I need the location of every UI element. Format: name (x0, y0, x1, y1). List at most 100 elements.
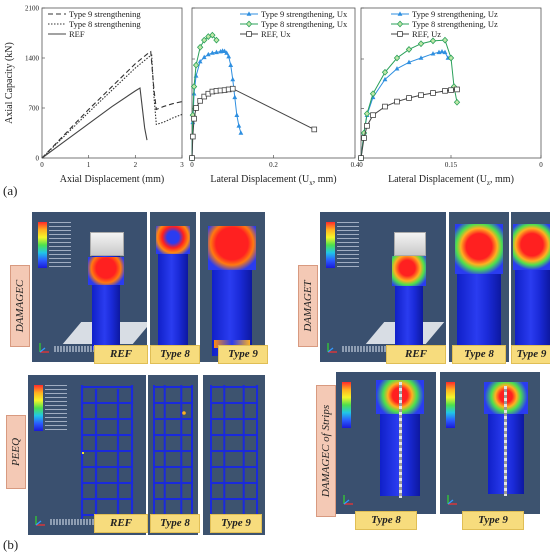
charts-area: 0 1 2 3 0 700 1400 2100 Axial Capacity (kN) Axial… (0, 0, 550, 195)
x-tick-label: 0 (190, 161, 194, 169)
fem-damaget-ref (320, 212, 446, 362)
legend-label: Type 9 strengthening, Uz (412, 9, 498, 19)
legend-marker (397, 11, 403, 16)
legend-label: REF, Ux (261, 29, 291, 39)
data-point (222, 48, 227, 54)
data-point (382, 76, 388, 82)
data-point (448, 87, 454, 93)
data-point (197, 58, 203, 64)
tag-type9: Type 9 (218, 345, 268, 364)
data-point (393, 54, 401, 62)
data-point (192, 61, 200, 69)
data-point (193, 105, 199, 111)
y-tick-label: 1400 (25, 55, 40, 63)
steel-frame (153, 385, 193, 519)
steel-frame (80, 385, 134, 519)
data-point (236, 123, 242, 128)
data-point (442, 88, 448, 94)
panel-b-label: (b) (3, 537, 19, 552)
data-point (364, 123, 370, 129)
legend-marker (246, 11, 252, 16)
data-point (193, 73, 199, 78)
y-tick-label: 2100 (25, 5, 40, 13)
fem-damaget-type8 (449, 212, 509, 362)
contour-legend (326, 222, 335, 268)
tag-ref-3: REF (94, 514, 148, 533)
damage-zone (513, 224, 550, 270)
data-point (381, 68, 389, 76)
x-axis-label: Axial Displacement (mm) (60, 174, 164, 185)
strips-tag: DAMAGEC of Strips (316, 385, 336, 517)
steel-strip (504, 386, 507, 496)
tag-ref: REF (94, 345, 148, 364)
fem-strips-type8 (336, 372, 436, 514)
data-point (197, 98, 203, 104)
loading-cap (90, 232, 124, 256)
data-point (189, 155, 195, 161)
axis-triad-icon (39, 343, 49, 353)
data-point (441, 36, 449, 44)
tag-type8: Type 8 (150, 345, 200, 364)
data-point (418, 92, 424, 98)
fem-peeq-ref (28, 375, 146, 535)
data-point (201, 36, 208, 44)
damage-zone (208, 226, 256, 270)
axis-triad-icon (447, 495, 457, 505)
peeq-tag: PEEQ (6, 415, 26, 489)
series-line (360, 51, 449, 159)
legend-label: Type 8 strengthening (69, 19, 141, 29)
steel-strip (399, 382, 402, 498)
data-point (224, 50, 230, 55)
data-point (209, 31, 216, 39)
damage-zone (156, 226, 190, 254)
data-point (430, 90, 436, 96)
data-point (394, 98, 400, 105)
data-point (229, 85, 236, 92)
data-point (190, 83, 198, 90)
data-point (191, 115, 197, 122)
data-point (453, 98, 461, 106)
axis-triad-icon (35, 516, 45, 526)
data-point (363, 110, 371, 118)
data-point (205, 51, 211, 57)
legend-label: Type 8 strengthening, Uz (412, 19, 498, 29)
legend-label: Type 9 strengthening (69, 9, 141, 19)
damage-zone (392, 256, 426, 286)
data-point (190, 133, 196, 140)
contour-legend (38, 222, 47, 268)
panel-a-label: (a) (3, 183, 18, 198)
tag-type9-2: Type 9 (511, 345, 550, 364)
x-axis-label: Lateral Displacement (Uz, mm) (388, 174, 514, 187)
data-point (234, 112, 240, 117)
damagec-tag: DAMAGEC (10, 265, 30, 347)
series-line (191, 50, 242, 159)
x-tick-label: 0.15 (445, 161, 458, 169)
x-tick-label: 0 (539, 161, 543, 169)
contour-legend (342, 382, 351, 428)
axis-triad-icon (343, 495, 353, 505)
x-tick-label: 0 (40, 161, 44, 169)
data-point (418, 55, 424, 60)
damage-zone (455, 224, 503, 274)
y-tick-label: 0 (36, 155, 40, 163)
fem-damaget-type9 (511, 212, 550, 362)
fem-peeq-type8 (148, 375, 198, 535)
damaget-tag: DAMAGET (298, 265, 318, 347)
data-point (232, 94, 238, 100)
fem-damagec-ref (32, 212, 147, 362)
data-point (201, 54, 207, 60)
data-point (213, 36, 220, 44)
x-tick-label: 0 (359, 161, 363, 169)
data-point (214, 49, 219, 55)
data-point (394, 66, 400, 71)
tag-type8-2: Type 8 (452, 345, 506, 364)
data-point (370, 112, 376, 118)
data-point (201, 93, 208, 100)
series-line (41, 87, 148, 159)
x-axis-label: Lateral Displacement (Ux, mm) (210, 174, 336, 187)
data-point (447, 54, 455, 62)
contour-legend (34, 385, 43, 431)
data-point (442, 49, 448, 55)
tag-type8-3: Type 8 (150, 514, 200, 533)
x-tick-label: 2 (134, 161, 138, 169)
